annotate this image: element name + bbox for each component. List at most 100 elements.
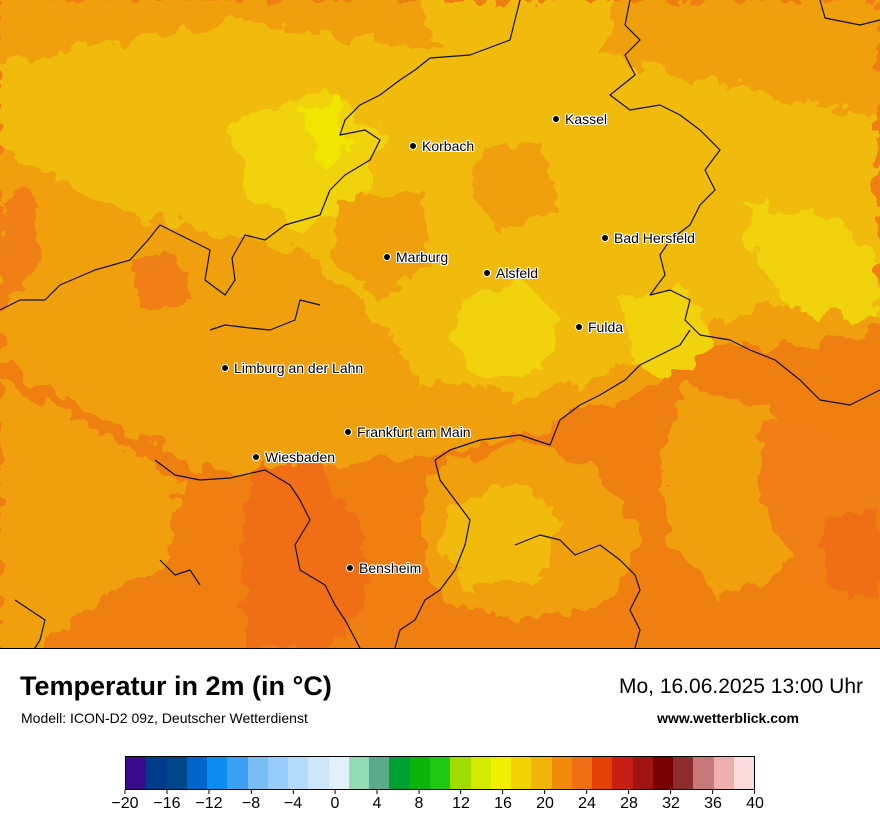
colorbar-tick: 40 (746, 790, 764, 813)
tick-label: 16 (494, 795, 512, 812)
city-marker-bensheim: Bensheim (346, 560, 421, 576)
city-label: Frankfurt am Main (357, 424, 471, 440)
tick-label: 32 (662, 795, 680, 812)
colorbar-segment (673, 757, 694, 789)
colorbar-segment (733, 757, 755, 789)
city-label: Alsfeld (496, 265, 539, 281)
colorbar-tick: 36 (704, 790, 722, 813)
tick-label: −16 (153, 795, 181, 812)
colorbar-ticks: −20 −16 −12 −8 −4 0 4 8 12 16 20 24 28 32 36 40 (111, 790, 764, 830)
city-dot (575, 323, 583, 331)
colorbar-segment (308, 757, 329, 789)
tick-mark (586, 790, 588, 794)
colorbar-segment (166, 757, 187, 789)
colorbar-segment (693, 757, 714, 789)
colorbar-segment (186, 757, 208, 789)
valid-datetime: Mo, 16.06.2025 13:00 Uhr (618, 675, 863, 698)
city-marker-kassel: Kassel (552, 111, 607, 127)
tick-mark (460, 790, 462, 794)
tick-mark (166, 790, 168, 794)
city-label: Marburg (396, 249, 449, 265)
colorbar-segment (227, 757, 248, 789)
city-dot (383, 253, 391, 261)
map-footer: Temperatur in 2m (in °C) Modell: ICON-D2… (0, 649, 880, 830)
colorbar-segment (348, 757, 370, 789)
colorbar-tick: 24 (578, 790, 596, 813)
city-dot (346, 564, 354, 572)
colorbar-segment (450, 757, 471, 789)
colorbar-segment (409, 757, 430, 789)
city-dot (483, 269, 491, 277)
temperature-map: Kassel Korbach Bad Hersfeld Marburg Alsf… (0, 0, 880, 649)
tick-mark (754, 790, 756, 794)
city-marker-frankfurt: Frankfurt am Main (344, 424, 471, 440)
tick-mark (334, 790, 336, 794)
website-credit: www.wetterblick.com (657, 710, 799, 726)
tick-mark (712, 790, 714, 794)
tick-mark (376, 790, 378, 794)
colorbar-segment (207, 757, 228, 789)
temperature-colorbar (125, 756, 755, 790)
tick-label: 0 (330, 795, 340, 812)
colorbar-segment (146, 757, 167, 789)
tick-label: 8 (414, 795, 424, 812)
tick-label: 20 (536, 795, 554, 812)
colorbar-tick: 0 (330, 790, 340, 813)
colorbar-tick: 32 (662, 790, 680, 813)
city-label: Fulda (588, 319, 624, 335)
tick-mark (544, 790, 546, 794)
city-dot (221, 364, 229, 372)
tick-mark (292, 790, 294, 794)
colorbar-tick: 28 (620, 790, 638, 813)
tick-label: 24 (578, 795, 596, 812)
tick-label: 40 (746, 795, 764, 812)
tick-mark (124, 790, 126, 794)
colorbar-segment (490, 757, 512, 789)
tick-label: 28 (620, 795, 638, 812)
tick-label: −20 (111, 795, 139, 812)
colorbar-segment (571, 757, 593, 789)
city-dot (409, 142, 417, 150)
tick-mark (208, 790, 210, 794)
city-dot (601, 234, 609, 242)
tick-mark (628, 790, 630, 794)
colorbar-segment (429, 757, 451, 789)
colorbar-tick: −16 (153, 790, 181, 813)
tick-label: −12 (195, 795, 223, 812)
city-marker-limburg: Limburg an der Lahn (221, 360, 363, 376)
colorbar-segment (470, 757, 491, 789)
colorbar-tick: −12 (195, 790, 223, 813)
colorbar-segment (511, 757, 532, 789)
colorbar-segment (531, 757, 552, 789)
colorbar-tick: 20 (536, 790, 554, 813)
city-label: Kassel (565, 111, 608, 127)
tick-label: 4 (372, 795, 382, 812)
tick-label: −4 (283, 795, 303, 812)
city-marker-alsfeld: Alsfeld (483, 265, 538, 281)
colorbar-segment (328, 757, 349, 789)
city-label: Bensheim (359, 560, 422, 576)
city-dot (252, 453, 260, 461)
tick-label: −8 (241, 795, 261, 812)
colorbar-tick: 16 (494, 790, 512, 813)
colorbar-tick: 4 (372, 790, 382, 813)
colorbar-segment (288, 757, 309, 789)
colorbar-segment (612, 757, 633, 789)
colorbar-tick: −20 (111, 790, 139, 813)
city-label: Limburg an der Lahn (234, 360, 364, 376)
city-label: Wiesbaden (265, 449, 336, 465)
colorbar-tick: −8 (242, 790, 260, 813)
tick-label: 36 (704, 795, 722, 812)
city-marker-korbach: Korbach (409, 138, 474, 154)
colorbar-tick: 8 (414, 790, 424, 813)
colorbar-segment (713, 757, 734, 789)
colorbar-segment (267, 757, 289, 789)
colorbar-segment (632, 757, 653, 789)
tick-mark (418, 790, 420, 794)
city-dot (552, 115, 560, 123)
colorbar-segment (652, 757, 674, 789)
colorbar-segment (126, 757, 147, 789)
city-dot (344, 428, 352, 436)
city-label: Korbach (422, 138, 475, 154)
colorbar-segment (369, 757, 390, 789)
